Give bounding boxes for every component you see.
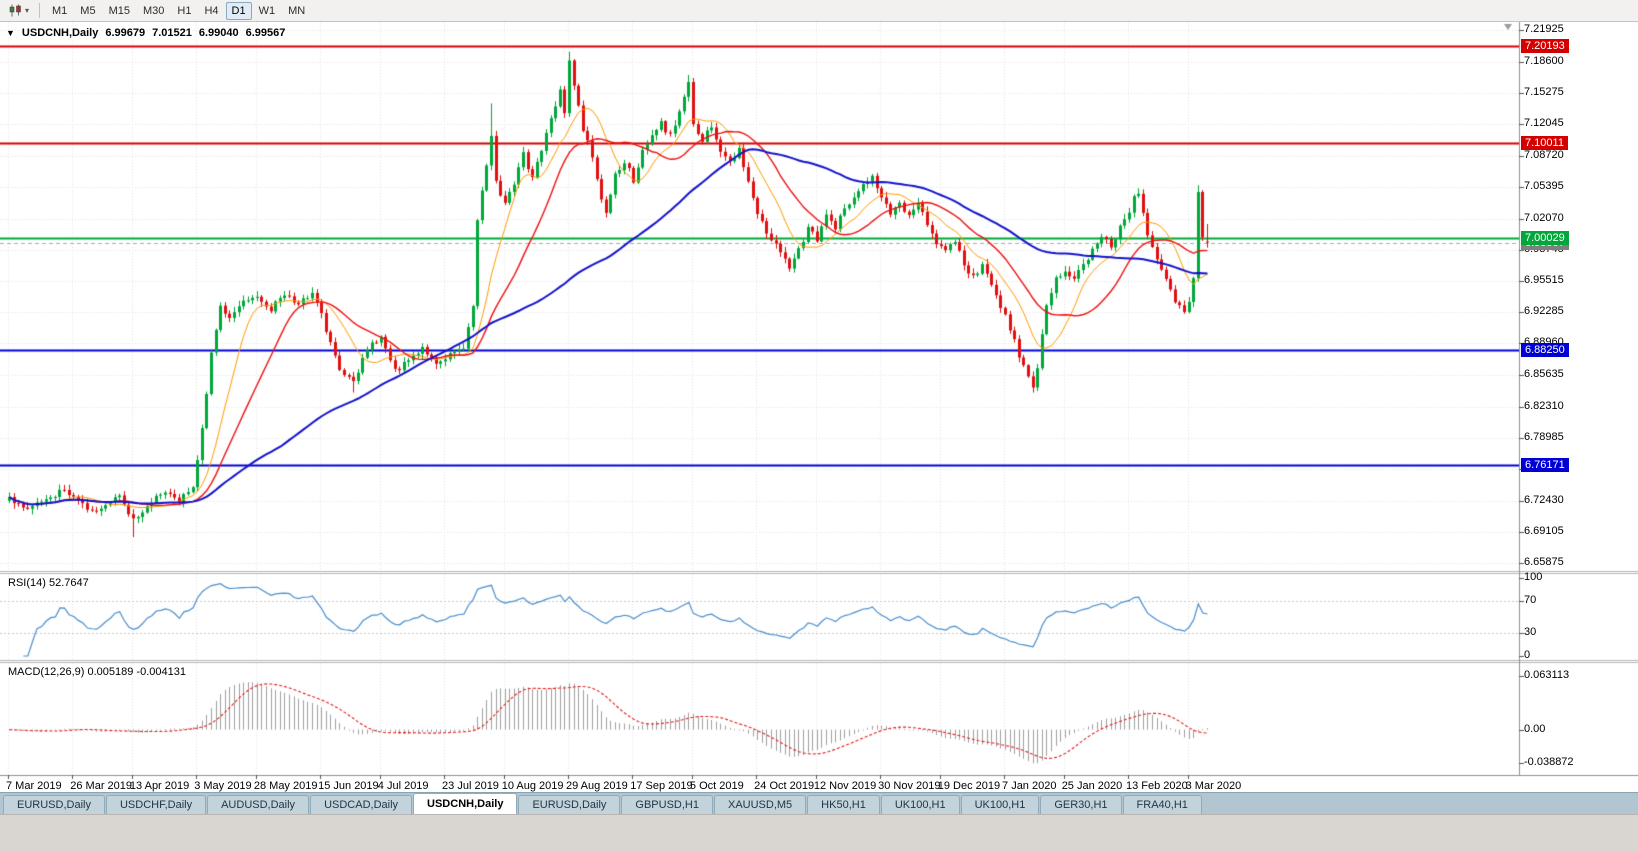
chart-tab-hk50-h1[interactable]: HK50,H1: [807, 795, 880, 814]
chart-window: ▼ USDCNH,Daily 6.99679 7.01521 6.99040 6…: [0, 22, 1638, 792]
chart-tab-usdchf-daily[interactable]: USDCHF,Daily: [105, 795, 207, 814]
timeframe-button-m5[interactable]: M5: [80, 4, 96, 17]
timeframe-button-h4[interactable]: H4: [204, 4, 219, 17]
timeframe-button-w1[interactable]: W1: [258, 4, 276, 17]
toolbar-separator: [39, 3, 41, 18]
chart-tab-ger30-h1[interactable]: GER30,H1: [1040, 795, 1122, 814]
chart-tabs: EURUSD,Daily USDCHF,Daily AUDUSD,Daily USDC…: [0, 792, 1638, 814]
timeframe-button-mn[interactable]: MN: [288, 4, 306, 17]
timeframe-buttons: M1 M5 M15 M30 H1 H4 D1 W1 MN: [46, 1, 311, 20]
chart-tab-eurusd-daily[interactable]: EURUSD,Daily: [518, 795, 621, 814]
toolbar: ▾ M1 M5 M15 M30 H1 H4 D1 W1 MN: [0, 0, 1638, 22]
timeframe-button-m30[interactable]: M30: [142, 4, 165, 17]
candlestick-chart-icon: [9, 4, 21, 17]
chart-tab-uk100-h1[interactable]: UK100,H1: [880, 795, 960, 814]
chart-tab-eurusd-daily[interactable]: EURUSD,Daily: [3, 795, 105, 814]
status-bar: [0, 814, 1638, 852]
chart-tab-gbpusd-h1[interactable]: GBPUSD,H1: [621, 795, 713, 814]
price-chart-canvas[interactable]: [0, 22, 1638, 792]
chart-tab-usdcad-daily[interactable]: USDCAD,Daily: [310, 795, 413, 814]
chart-tab-fra40-h1[interactable]: FRA40,H1: [1122, 795, 1202, 814]
timeframe-button-m15[interactable]: M15: [108, 4, 130, 17]
chart-tab-uk100-h1[interactable]: UK100,H1: [960, 795, 1040, 814]
chevron-down-icon: ▾: [25, 5, 30, 15]
timeframe-button-h1[interactable]: H1: [177, 4, 192, 17]
timeframe-button-d1[interactable]: D1: [225, 1, 252, 20]
chart-tab-usdcnh-daily[interactable]: USDCNH,Daily: [413, 793, 518, 814]
chart-tab-audusd-daily[interactable]: AUDUSD,Daily: [207, 795, 310, 814]
timeframe-button-m1[interactable]: M1: [52, 4, 68, 17]
chart-tab-xauusd-m5[interactable]: XAUUSD,M5: [713, 795, 807, 814]
chart-type-button[interactable]: ▾: [4, 1, 33, 20]
